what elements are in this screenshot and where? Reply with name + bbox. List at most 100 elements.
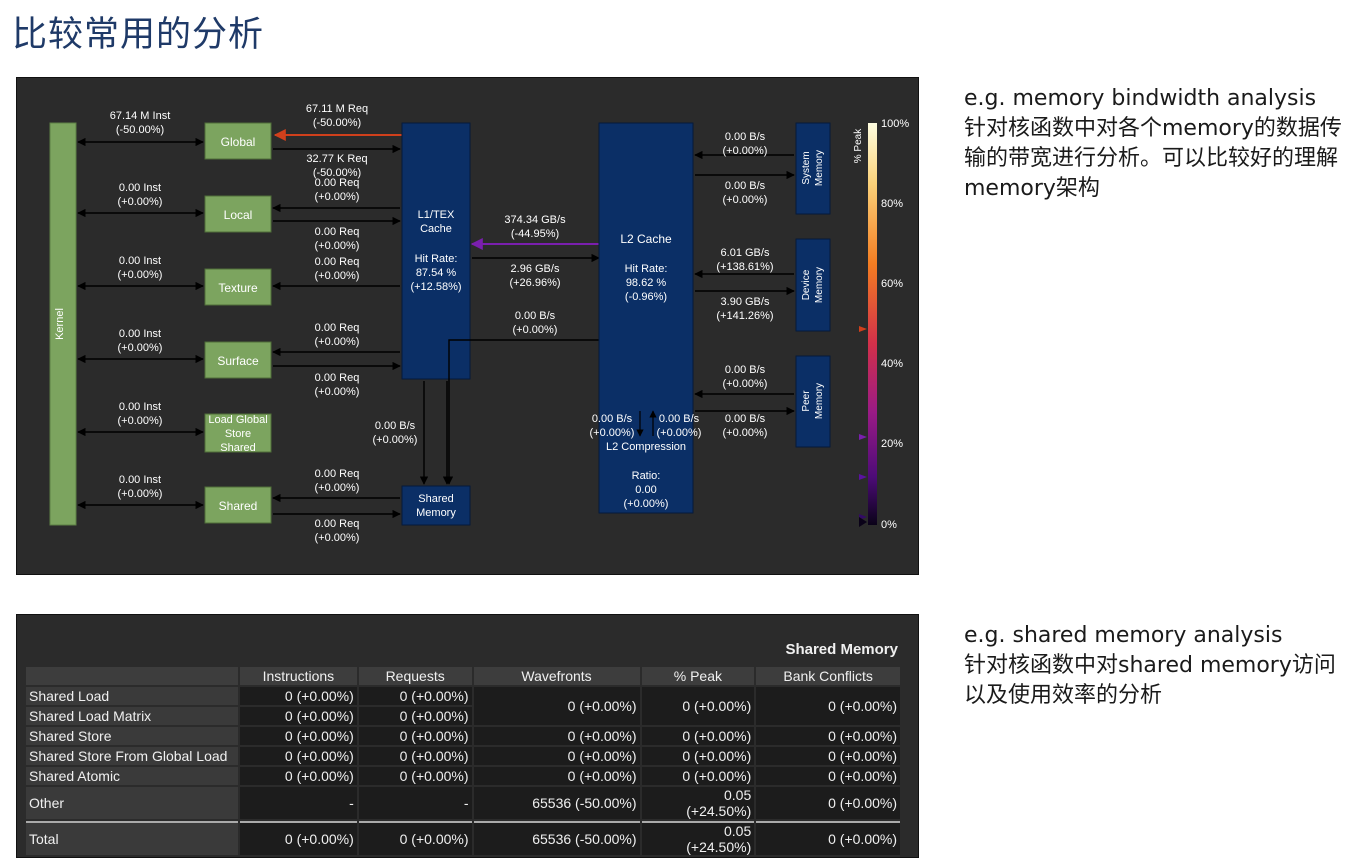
peer-in-bw: 0.00 B/s: [725, 364, 766, 376]
req-local-out-delta: (+0.00%): [315, 240, 360, 252]
inst-shared-delta: (+0.00%): [118, 488, 163, 500]
l1-cache-box[interactable]: [401, 122, 471, 380]
l2-sharedmem-link: [444, 339, 601, 485]
shared-note-body: 针对核函数中对shared memory访问以及使用效率的分析: [964, 653, 1336, 708]
l2-ratio-label: Ratio:: [632, 470, 661, 482]
l2-comp-left-delta: (+0.00%): [590, 427, 635, 439]
cell-wavefronts: 65536 (-50.00%): [473, 787, 640, 819]
l2-l1-bw-delta: (-44.95%): [511, 228, 559, 240]
cell-requests: 0 (+0.00%): [358, 687, 472, 705]
device-memory-name-1: Device: [801, 269, 812, 300]
cell-bank: 0 (+0.00%): [756, 727, 900, 745]
global-box[interactable]: [204, 122, 272, 160]
cell-requests: 0 (+0.00%): [358, 747, 472, 765]
row-label: Shared Load Matrix: [26, 707, 238, 725]
row-label: Total: [26, 821, 238, 855]
cell-requests: -: [358, 787, 472, 819]
cell-wavefronts: 65536 (-50.00%): [473, 821, 640, 855]
table-row: Shared Load 0 (+0.00%) 0 (+0.00%) 0 (+0.…: [26, 687, 900, 725]
l1-hit-rate: 87.54 %: [416, 267, 457, 279]
l2-hit-label: Hit Rate:: [625, 263, 668, 275]
shared-box[interactable]: [204, 486, 272, 524]
lgss-label-2: Store: [225, 428, 251, 440]
local-box[interactable]: [204, 195, 272, 233]
peer-in-delta: (+0.00%): [723, 378, 768, 390]
lgss-label-3: Shared: [220, 442, 255, 454]
table-row: Other - - 65536 (-50.00%) 0.05 (+24.50%) …: [26, 787, 900, 819]
inst-local: 0.00 Inst: [119, 182, 161, 194]
system-memory-box[interactable]: [795, 122, 831, 215]
table-row: Shared Atomic 0 (+0.00%) 0 (+0.00%) 0 (+…: [26, 767, 900, 785]
req-global-in: 67.11 M Req: [306, 103, 368, 115]
l2-ratio: 0.00: [635, 484, 656, 496]
legend-markers: [859, 326, 867, 527]
row-label: Shared Load: [26, 687, 238, 705]
cell-requests: 0 (+0.00%): [358, 707, 472, 725]
cell-instructions: 0 (+0.00%): [240, 767, 357, 785]
col-instructions: Instructions: [240, 667, 357, 685]
cell-wavefronts: 0 (+0.00%): [473, 747, 640, 765]
table-row-total: Total 0 (+0.00%) 0 (+0.00%) 65536 (-50.0…: [26, 821, 900, 855]
kernel-label: Kernel: [54, 308, 66, 340]
inst-texture: 0.00 Inst: [119, 255, 161, 267]
cell-instructions: 0 (+0.00%): [240, 727, 357, 745]
cell-peak: 0.05 (+24.50%): [641, 821, 755, 855]
surface-box[interactable]: [204, 341, 272, 379]
table-row: Shared Store 0 (+0.00%) 0 (+0.00%) 0 (+0…: [26, 727, 900, 745]
texture-box[interactable]: [204, 268, 272, 306]
l2-cache-box[interactable]: [598, 122, 694, 514]
row-label: Shared Atomic: [26, 767, 238, 785]
peer-memory-name-1: Peer: [801, 390, 812, 412]
l2-name: L2 Cache: [620, 232, 672, 246]
legend-tick-80: 80%: [881, 198, 903, 210]
cell-instructions: 0 (+0.00%): [240, 707, 357, 725]
col-requests: Requests: [358, 667, 472, 685]
shared-memory-name-2: Memory: [416, 507, 456, 519]
peer-out-delta: (+0.00%): [723, 427, 768, 439]
surface-label: Surface: [217, 354, 259, 368]
req-global-out-delta: (-50.00%): [313, 167, 361, 179]
memory-note-body: 针对核函数中对各个memory的数据传输的带宽进行分析。可以比较好的理解memo…: [964, 116, 1342, 201]
cell-requests: 0 (+0.00%): [358, 727, 472, 745]
l2-hit-rate: 98.62 %: [626, 277, 667, 289]
lgss-box[interactable]: [204, 413, 272, 453]
inst-texture-delta: (+0.00%): [118, 269, 163, 281]
shared-memory-name-1: Shared: [418, 493, 453, 505]
col-label-header: [26, 667, 238, 685]
l1-sharedmem-bw-delta: (+0.00%): [373, 434, 418, 446]
l2-shared-bw-delta: (+0.00%): [513, 324, 558, 336]
cell-requests: 0 (+0.00%): [358, 821, 472, 855]
peer-memory-box[interactable]: [795, 355, 831, 448]
memory-chart-panel: Kernel 67.14 M Inst (-50.00%) 0.00 Inst …: [16, 77, 919, 575]
col-bank-conflicts: Bank Conflicts: [756, 667, 900, 685]
system-out-delta: (+0.00%): [723, 194, 768, 206]
cell-instructions: 0 (+0.00%): [240, 821, 357, 855]
shared-memory-box[interactable]: [401, 485, 471, 526]
cell-bank: 0 (+0.00%): [756, 747, 900, 765]
l2-hit-delta: (-0.96%): [625, 291, 667, 303]
req-surface-in-delta: (+0.00%): [315, 336, 360, 348]
inst-shared: 0.00 Inst: [119, 474, 161, 486]
peak-legend-bar: [868, 123, 877, 525]
table-row: Shared Store From Global Load 0 (+0.00%)…: [26, 747, 900, 765]
kernel-box[interactable]: [49, 122, 77, 526]
device-memory-name-2: Memory: [814, 267, 825, 303]
row-label: Other: [26, 787, 238, 819]
table-row: Shared Load Matrix 0 (+0.00%) 0 (+0.00%): [26, 707, 900, 725]
device-memory-box[interactable]: [795, 238, 831, 332]
peer-out-bw: 0.00 B/s: [725, 413, 766, 425]
peak-delta: (+24.50%): [686, 803, 752, 819]
legend-tick-40: 40%: [881, 358, 903, 370]
memory-note-header: e.g. memory bindwidth analysis: [964, 86, 1317, 111]
device-in-bw: 6.01 GB/s: [721, 247, 770, 259]
legend-tick-100: 100%: [881, 118, 909, 130]
device-out-delta: (+141.26%): [716, 310, 773, 322]
req-global-in-delta: (-50.00%): [313, 117, 361, 129]
cell-peak: 0 (+0.00%): [641, 767, 755, 785]
l1-l2-bw-delta: (+26.96%): [509, 277, 560, 289]
system-in-bw: 0.00 B/s: [725, 131, 766, 143]
cell-bank: 0 (+0.00%): [756, 687, 900, 725]
legend-tick-60: 60%: [881, 278, 903, 290]
system-memory-name-1: System: [801, 151, 812, 184]
l1-hit-label: Hit Rate:: [415, 253, 458, 265]
